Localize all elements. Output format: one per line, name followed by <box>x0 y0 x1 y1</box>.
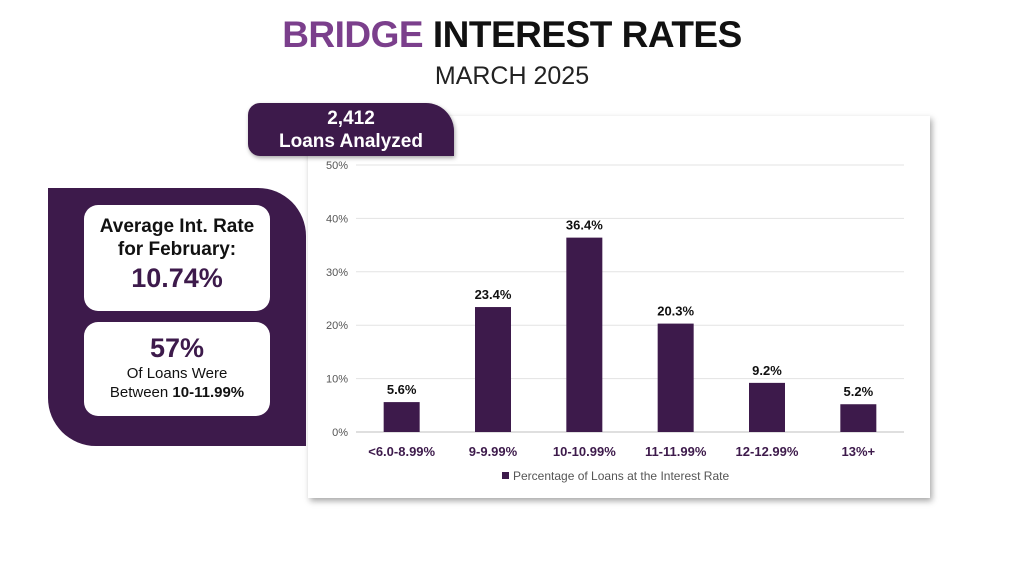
average-rate-label-line1: Average Int. Rate <box>99 216 255 237</box>
loans-label: Loans Analyzed <box>279 130 423 152</box>
category-label: 13%+ <box>842 444 876 459</box>
y-tick-label: 40% <box>326 213 348 225</box>
average-rate-label: Average Int. Rate for February: <box>84 215 270 261</box>
page-subtitle: MARCH 2025 <box>434 62 590 90</box>
loan-share-value: 57% <box>149 333 205 363</box>
page-title: BRIDGE INTEREST RATES <box>0 14 1024 56</box>
bar <box>840 404 877 432</box>
average-rate-card: Average Int. Rate for February: 10.74% <box>84 205 270 311</box>
legend-swatch <box>502 472 509 479</box>
bar-chart: 0% 10% 20% 30% 40% 50% 5.6% <6.0-8.99% 23.4% 9-9.… <box>326 160 904 483</box>
category-label: 12-12.99% <box>736 444 799 459</box>
loan-share-line1: Of Loans Were <box>126 365 228 382</box>
y-tick-label: 20% <box>326 320 348 332</box>
y-tick-label: 10% <box>326 374 348 386</box>
y-tick-label: 0% <box>332 427 348 439</box>
loan-share-range: 10-11.99% <box>172 384 245 401</box>
loans-count: 2,412 <box>327 107 375 129</box>
loan-share-line2: Between 10-11.99% <box>84 383 270 402</box>
data-label: 5.2% <box>844 384 874 399</box>
average-rate-value: 10.74% <box>131 263 223 293</box>
bar <box>475 307 511 432</box>
data-label: 9.2% <box>752 363 782 378</box>
loan-share-prefix: Between <box>109 384 173 401</box>
loans-analyzed-badge: 2,412 Loans Analyzed <box>248 103 454 156</box>
loan-share-card: 57% Of Loans Were Between 10-11.99% <box>84 322 270 416</box>
category-label: <6.0-8.99% <box>368 444 435 459</box>
y-tick-label: 50% <box>326 160 348 172</box>
data-label: 23.4% <box>475 287 512 302</box>
data-label: 20.3% <box>657 304 694 319</box>
bar <box>749 382 785 432</box>
average-rate-label-line2: for February: <box>117 239 237 260</box>
data-label: 5.6% <box>387 382 417 397</box>
category-label: 11-11.99% <box>645 444 707 459</box>
category-label: 9-9.99% <box>469 444 518 459</box>
bar <box>383 402 420 432</box>
data-label: 36.4% <box>566 218 603 233</box>
category-label: 10-10.99% <box>553 444 616 459</box>
bar <box>566 237 603 432</box>
title-rest: INTEREST RATES <box>432 14 742 55</box>
chart-card: 0% 10% 20% 30% 40% 50% 5.6% <6.0-8.99% 23.4% 9-9.… <box>308 116 930 498</box>
y-tick-label: 30% <box>326 267 348 279</box>
legend-label: Percentage of Loans at the Interest Rate <box>513 469 729 483</box>
title-accent: BRIDGE <box>282 14 424 55</box>
bar <box>657 323 694 432</box>
